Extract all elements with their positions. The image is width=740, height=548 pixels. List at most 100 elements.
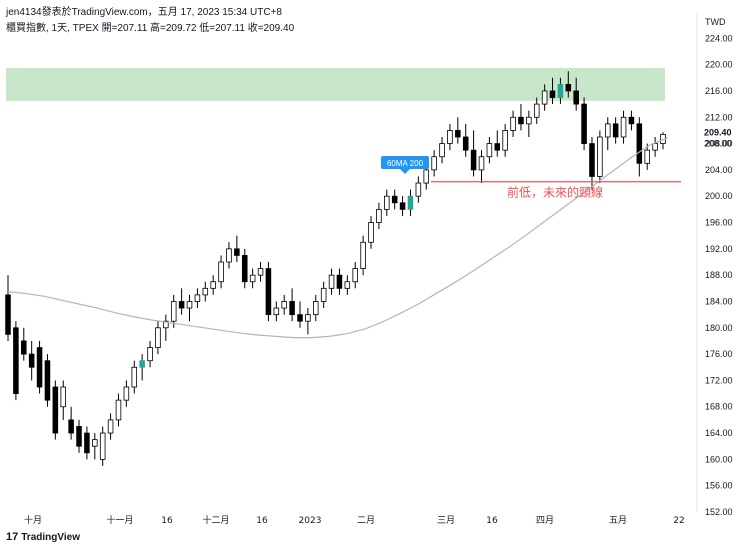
candle-body[interactable] (486, 143, 493, 158)
ma60-line[interactable] (7, 137, 669, 339)
candle-body[interactable] (84, 432, 90, 454)
candle-body[interactable] (581, 103, 587, 144)
candle-body[interactable] (399, 202, 406, 210)
x-tick-label: 十二月 (202, 514, 229, 526)
candle-body[interactable] (265, 268, 272, 316)
candle-body[interactable] (28, 353, 35, 368)
candle-body[interactable] (36, 347, 43, 388)
candle-body[interactable] (384, 195, 390, 210)
candle-body[interactable] (462, 136, 469, 151)
candle-body[interactable] (44, 360, 51, 401)
candle-body[interactable] (194, 294, 201, 302)
candle-body[interactable] (115, 399, 122, 421)
candle-body[interactable] (344, 281, 351, 289)
candle-body[interactable] (604, 123, 611, 138)
y-tick-label: 224.00 (705, 33, 733, 43)
tradingview-brand: TradingView (21, 531, 80, 543)
candle-body[interactable] (21, 340, 27, 355)
candle-body[interactable] (415, 182, 422, 197)
candle-body[interactable] (147, 347, 153, 362)
candle-body[interactable] (597, 136, 603, 177)
candle-body[interactable] (155, 327, 161, 348)
candle-body[interactable] (439, 143, 445, 158)
candle-body[interactable] (218, 261, 224, 283)
candle-body[interactable] (526, 116, 532, 125)
candle-body[interactable] (368, 222, 374, 243)
candle-body[interactable] (92, 439, 98, 447)
y-tick-label: 204.00 (705, 165, 733, 175)
candle-body[interactable] (68, 419, 74, 434)
candle-body[interactable] (123, 386, 130, 401)
candle-body[interactable] (644, 149, 650, 164)
candle-body[interactable] (52, 386, 59, 434)
candle-body[interactable] (163, 320, 169, 329)
candle-body[interactable] (76, 426, 82, 447)
candle-body[interactable] (494, 143, 501, 151)
candle-body[interactable] (573, 90, 579, 105)
candle-body[interactable] (257, 268, 264, 276)
candle-body[interactable] (60, 386, 67, 408)
candle-body[interactable] (234, 248, 240, 256)
candle-body[interactable] (281, 301, 287, 309)
candle-body[interactable] (589, 143, 595, 177)
candle-body[interactable] (447, 130, 453, 144)
candle-body[interactable] (502, 130, 508, 151)
candle-body[interactable] (628, 116, 635, 125)
tradingview-logo[interactable]: 17 TradingView (6, 531, 80, 543)
candle-body[interactable] (470, 149, 477, 171)
y-tick-label: 152.00 (705, 507, 733, 517)
candle-body[interactable] (360, 241, 366, 269)
candle-body[interactable] (565, 83, 572, 92)
candle-body[interactable] (478, 156, 485, 171)
ohlc-readout: 櫃買指數, 1天, TPEX 開=207.11 高=209.72 低=207.1… (6, 23, 295, 34)
candle-body[interactable] (5, 294, 11, 335)
candle-body[interactable] (652, 143, 658, 151)
ma-callout-pointer (400, 169, 410, 174)
candle-body[interactable] (186, 301, 193, 309)
candle-body[interactable] (376, 208, 382, 223)
candle-body[interactable] (533, 103, 540, 118)
candle-body[interactable] (510, 116, 516, 131)
candle-body[interactable] (226, 248, 232, 263)
last-price-box (699, 126, 735, 138)
y-tick-label: 160.00 (705, 454, 733, 464)
candle-body[interactable] (305, 314, 311, 322)
candle-body[interactable] (202, 287, 209, 296)
candle-body[interactable] (431, 156, 437, 171)
candle-body[interactable] (352, 268, 358, 283)
candle-body[interactable] (636, 123, 643, 164)
candle-body[interactable] (612, 123, 619, 138)
candle-body[interactable] (131, 366, 138, 388)
candle-body[interactable] (139, 360, 145, 368)
y-tick-label: 192.00 (705, 244, 733, 254)
candle-body[interactable] (313, 301, 319, 316)
candle-body[interactable] (107, 419, 114, 434)
candle-body[interactable] (557, 83, 564, 98)
candle-body[interactable] (423, 169, 430, 184)
candle-body[interactable] (210, 281, 216, 289)
candle-body[interactable] (99, 432, 106, 460)
x-tick-label: 四月 (536, 515, 554, 526)
candle-body[interactable] (297, 314, 303, 322)
candle-body[interactable] (336, 274, 343, 289)
candle-body[interactable] (13, 327, 19, 394)
y-tick-label: 180.00 (705, 323, 733, 333)
candle-body[interactable] (273, 307, 280, 316)
ma-callout-box[interactable] (381, 156, 429, 169)
candle-body[interactable] (249, 274, 256, 283)
candle-body[interactable] (241, 255, 248, 283)
candle-body[interactable] (178, 301, 185, 309)
candle-body[interactable] (541, 90, 548, 105)
candle-body[interactable] (170, 301, 177, 322)
candle-body[interactable] (549, 90, 556, 98)
candle-body[interactable] (289, 301, 295, 316)
candle-body[interactable] (455, 130, 461, 138)
publisher-line: jen4134發表於TradingView.com，五月 17, 2023 15… (6, 7, 282, 18)
candle-body[interactable] (620, 116, 627, 138)
candle-body[interactable] (328, 274, 335, 289)
candle-body[interactable] (407, 195, 414, 210)
candle-body[interactable] (518, 116, 524, 125)
candle-body[interactable] (391, 195, 398, 204)
candle-body[interactable] (320, 287, 327, 302)
